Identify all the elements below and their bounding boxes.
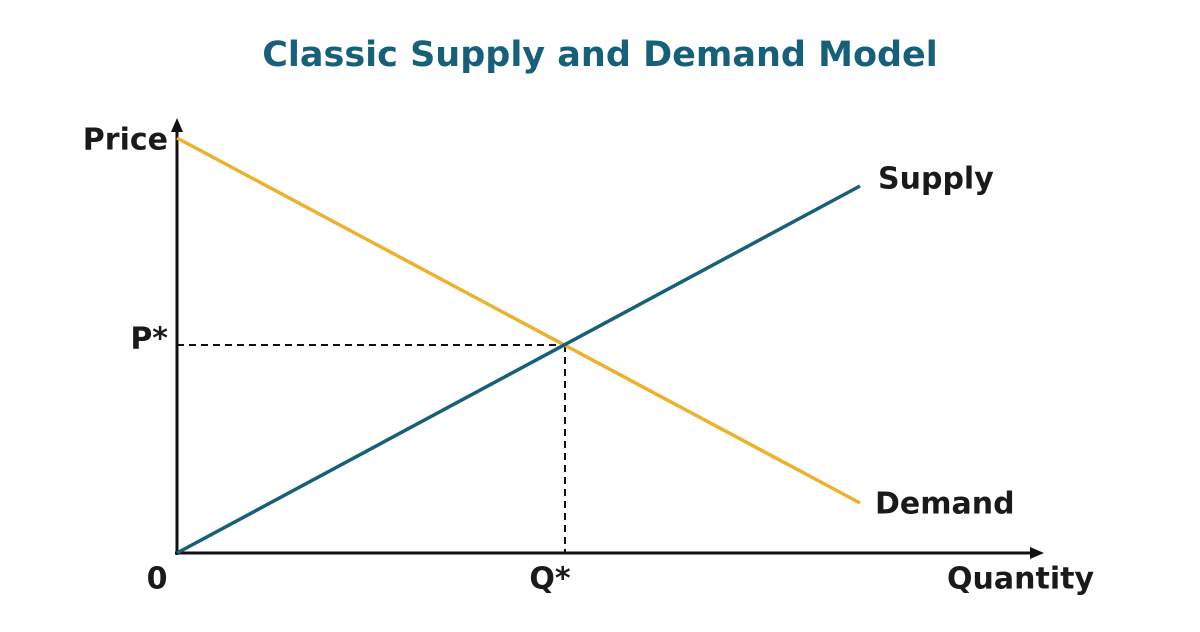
y-axis-arrow [171,118,183,132]
y-axis-label: Price [83,123,168,158]
price-label: P* [130,322,168,357]
quantity-label: Q* [529,562,571,597]
supply-label: Supply [878,162,994,197]
demand-label: Demand [875,487,1015,522]
supply-curve [176,184,861,555]
x-axis-arrow [1030,547,1044,559]
origin-label: 0 [147,562,168,597]
title: Classic Supply and Demand Model [262,35,938,75]
demand-curve [176,136,861,505]
x-axis-label: Quantity [947,562,1094,597]
